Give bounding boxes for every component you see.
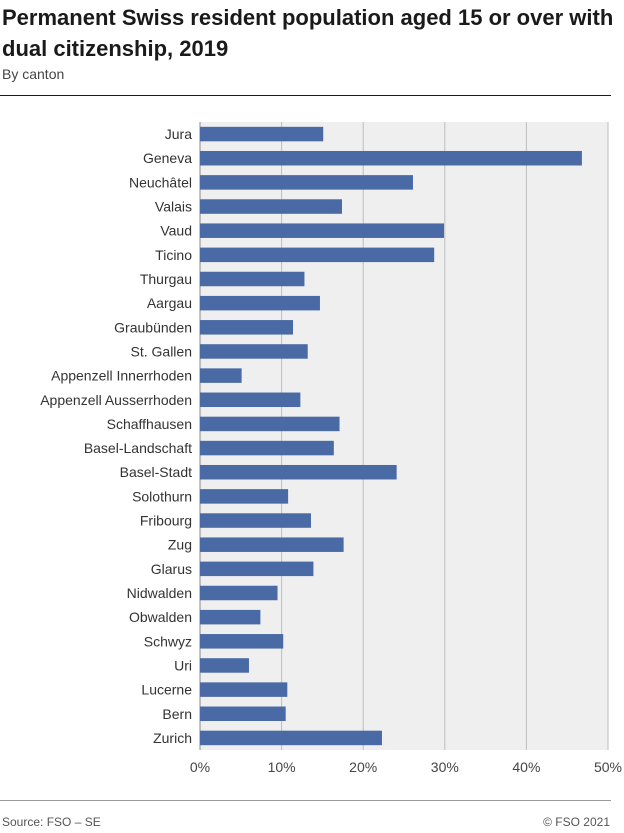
x-tick-label: 40% (512, 759, 540, 775)
x-tick-label: 30% (431, 759, 459, 775)
bar (200, 344, 308, 359)
bar (200, 513, 311, 528)
bar (200, 368, 242, 383)
y-tick-label: Nidwalden (127, 585, 192, 601)
y-tick-label: Basel-Stadt (120, 464, 192, 480)
bar (200, 706, 286, 722)
y-tick-label: Zug (168, 537, 192, 553)
x-tick-label: 20% (349, 759, 377, 775)
bar (200, 537, 344, 552)
y-tick-label: Vaud (160, 223, 192, 239)
source-note: Source: FSO – SE (2, 815, 101, 829)
y-tick-label: Thurgau (140, 271, 192, 287)
bar (200, 416, 340, 432)
y-tick-label: Basel-Landschaft (84, 440, 192, 456)
y-tick-label: Solothurn (132, 488, 192, 504)
bar (200, 730, 382, 746)
bar (200, 295, 320, 311)
y-tick-label: Bern (162, 706, 192, 722)
bar (200, 175, 413, 190)
y-tick-label: Valais (155, 199, 192, 215)
y-tick-label: Schwyz (144, 633, 192, 649)
title-divider (0, 95, 611, 96)
x-tick-label: 50% (594, 759, 622, 775)
y-tick-label: Appenzell Innerrhoden (51, 368, 192, 384)
bar (200, 561, 314, 577)
bar (200, 271, 305, 287)
bar (200, 464, 397, 480)
y-tick-label: Obwalden (129, 609, 192, 625)
bar-chart: 0% 10% 20% 30% 40% 50% Jura Geneva Neuchâtel Vala… (40, 122, 622, 775)
bar (200, 682, 288, 697)
plot-area (200, 122, 608, 750)
y-tick-label: Glarus (151, 561, 192, 577)
bar (200, 223, 444, 238)
bar (200, 658, 249, 673)
y-tick-label: Schaffhausen (107, 416, 192, 432)
copyright-note: © FSO 2021 (543, 815, 610, 829)
bar (200, 634, 284, 649)
y-tick-label: Neuchâtel (129, 174, 192, 190)
x-tick-label: 10% (268, 759, 296, 775)
bar (200, 247, 435, 263)
y-tick-label: Graubünden (114, 319, 192, 335)
y-tick-label: Fribourg (140, 513, 192, 529)
y-tick-label: Aargau (147, 295, 192, 311)
y-tick-label: Zurich (153, 730, 192, 746)
footer-divider (0, 800, 611, 801)
x-tick-label: 0% (190, 759, 210, 775)
bar (200, 320, 294, 335)
bar (200, 440, 334, 456)
bar (200, 392, 301, 408)
y-tick-label: Geneva (143, 150, 192, 166)
bar (200, 199, 342, 214)
y-tick-label: Ticino (155, 247, 192, 263)
y-tick-label: Uri (174, 657, 192, 673)
bar (200, 609, 261, 625)
y-tick-label: Lucerne (141, 682, 192, 698)
chart-title: Permanent Swiss resident population aged… (2, 5, 614, 61)
y-tick-label: St. Gallen (131, 343, 192, 359)
y-tick-label: Appenzell Ausserrhoden (40, 392, 192, 408)
bar (200, 150, 582, 166)
bar (200, 489, 289, 504)
bar (200, 126, 324, 142)
bar (200, 585, 278, 601)
chart-subtitle: By canton (2, 66, 65, 82)
y-tick-label: Jura (165, 126, 192, 142)
